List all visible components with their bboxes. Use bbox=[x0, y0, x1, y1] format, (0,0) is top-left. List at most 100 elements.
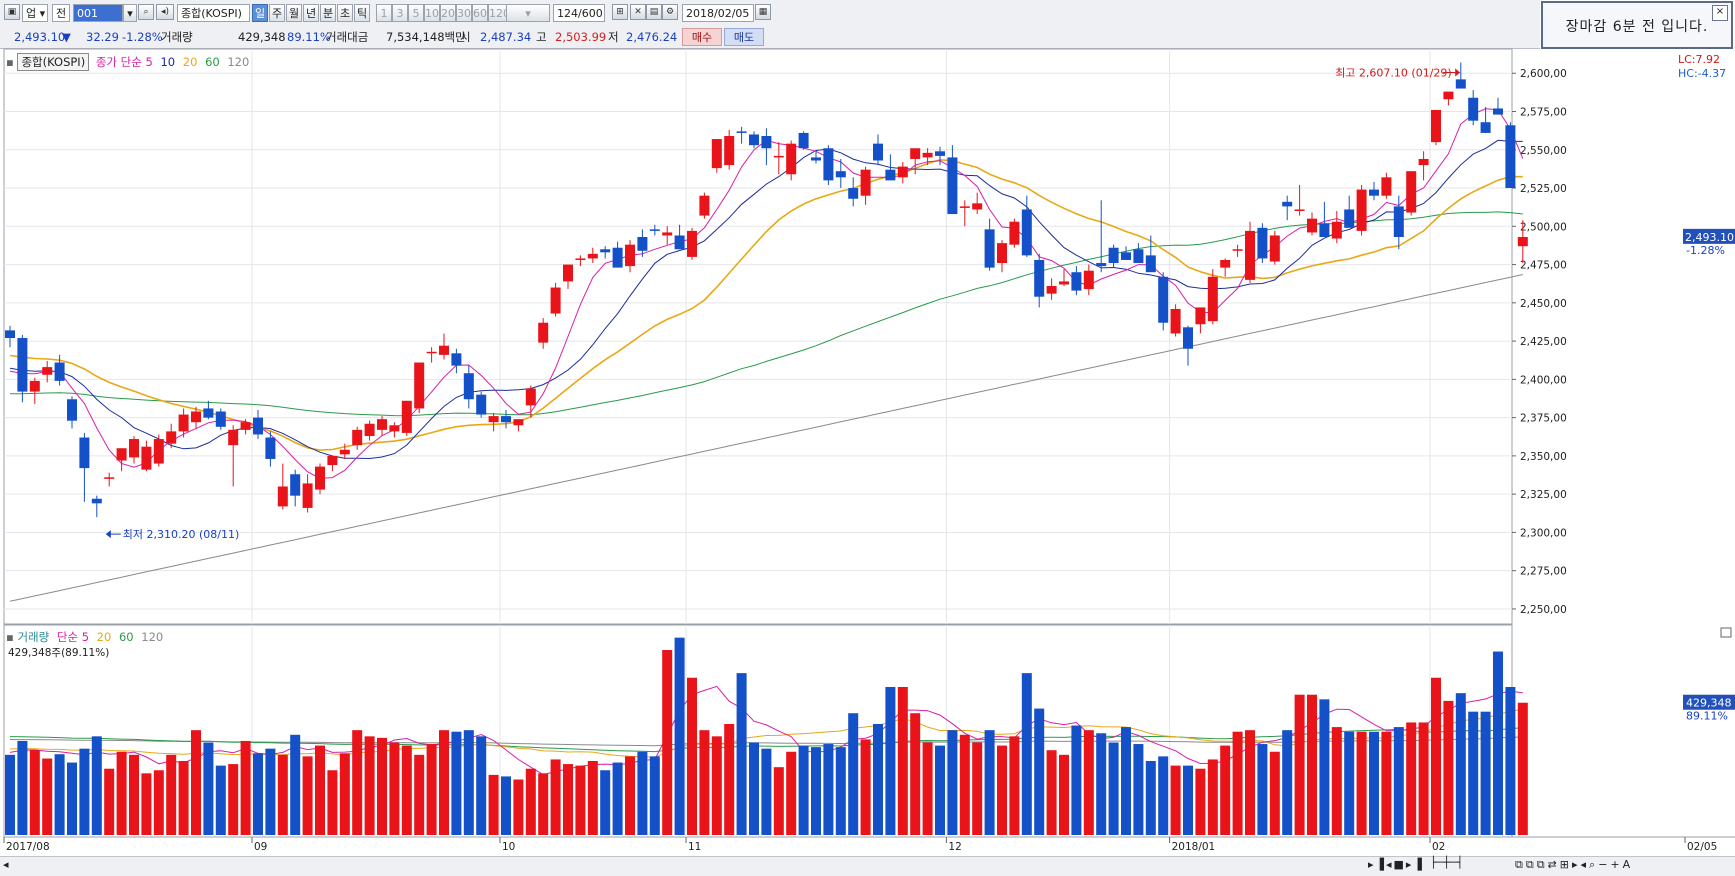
search-icon[interactable]: ⌕ bbox=[138, 4, 154, 20]
period-tab-6[interactable]: 틱 bbox=[354, 4, 370, 22]
gear-icon[interactable]: ⚙ bbox=[662, 4, 678, 20]
price-tick-label: 2,400,00 bbox=[1520, 374, 1567, 386]
minute-tab-3[interactable]: 3 bbox=[392, 4, 408, 22]
minute-tab-1[interactable]: 1 bbox=[376, 4, 392, 22]
price-tick-label: 2,575,00 bbox=[1520, 107, 1567, 119]
prev-button[interactable]: 전 bbox=[52, 4, 70, 22]
unit-select[interactable]: ▾ bbox=[506, 4, 550, 22]
candle-body bbox=[54, 362, 65, 381]
chart-type-icon[interactable]: ▣ bbox=[4, 4, 20, 20]
candle-body bbox=[972, 203, 983, 210]
speaker-icon[interactable]: ◂) bbox=[156, 4, 174, 20]
minute-tab-20[interactable]: 20 bbox=[440, 4, 456, 22]
candle-body bbox=[674, 235, 685, 250]
lc-label: LC:7.92 bbox=[1678, 53, 1720, 66]
candle-body bbox=[1195, 307, 1206, 325]
calendar-icon[interactable]: ▦ bbox=[755, 4, 771, 20]
period-tab-0[interactable]: 일 bbox=[252, 4, 268, 22]
volume-bar bbox=[1493, 651, 1503, 835]
market-select[interactable]: 업 ▾ bbox=[22, 4, 48, 22]
volume-bar bbox=[947, 730, 958, 835]
close-icon[interactable]: × bbox=[1712, 5, 1728, 21]
volume-bar bbox=[1369, 731, 1379, 835]
legend-ma5: 5 bbox=[145, 55, 153, 69]
market-close-notice: 장마감 6분 전 입니다. × bbox=[1541, 1, 1733, 49]
minute-tab-30[interactable]: 30 bbox=[456, 4, 472, 22]
volume-bar bbox=[823, 744, 834, 835]
volume-bar bbox=[1232, 731, 1243, 835]
zoom-slider-icon[interactable]: ├─┼─┤ bbox=[1430, 856, 1464, 869]
save-icon[interactable]: ▤ bbox=[646, 4, 662, 20]
indicator-icon[interactable]: ⊞ bbox=[612, 4, 628, 20]
candle-body bbox=[959, 206, 970, 208]
candle-body bbox=[563, 264, 573, 282]
minute-tab-120[interactable]: 120 bbox=[488, 4, 508, 22]
volume-bar bbox=[5, 754, 15, 835]
x-tick-label: 11 bbox=[688, 841, 701, 853]
volume-bar bbox=[1245, 730, 1255, 835]
vlegend-ma60: 60 bbox=[118, 630, 134, 644]
period-tab-4[interactable]: 분 bbox=[320, 4, 336, 22]
buy-button[interactable]: 매수 bbox=[682, 28, 722, 46]
pct-tag: -1.28% bbox=[1686, 244, 1725, 257]
candle-body bbox=[1406, 171, 1417, 213]
vlegend-ma20: 20 bbox=[96, 630, 112, 644]
view-tools-icon[interactable]: ⧉⧉⧉⇄⊞▸◂⌕−+A bbox=[1515, 858, 1634, 871]
candle-body bbox=[513, 419, 524, 426]
period-tab-5[interactable]: 초 bbox=[337, 4, 353, 22]
open-label: 시 bbox=[460, 30, 471, 44]
x-tick-label: 2018/01 bbox=[1172, 841, 1216, 853]
candle-body bbox=[860, 169, 871, 196]
count-value: 124/600 bbox=[557, 7, 603, 20]
period-tab-3[interactable]: 년 bbox=[303, 4, 319, 22]
volume-bar bbox=[897, 687, 908, 835]
count-field[interactable]: 124/600 bbox=[553, 4, 605, 22]
volume-bar bbox=[1133, 744, 1144, 835]
scroll-left-icon[interactable]: ◂ bbox=[3, 858, 9, 871]
volume-bar bbox=[1393, 727, 1404, 835]
candle-body bbox=[501, 416, 511, 423]
x-tick-label: 2017/08 bbox=[6, 841, 50, 853]
minute-tab-60[interactable]: 60 bbox=[472, 4, 488, 22]
sell-button[interactable]: 매도 bbox=[724, 28, 764, 46]
candle-body bbox=[724, 135, 735, 166]
volume-bar bbox=[389, 742, 400, 835]
candle-body bbox=[823, 148, 834, 181]
minute-tab-10[interactable]: 10 bbox=[424, 4, 440, 22]
minute-tab-5[interactable]: 5 bbox=[408, 4, 424, 22]
playback-controls-icon[interactable]: ▸▐◂■▸▐ bbox=[1368, 858, 1424, 871]
index-name-box[interactable]: 종합(KOSPI) bbox=[17, 53, 90, 71]
low-label: 저 bbox=[608, 30, 619, 44]
volume-bar bbox=[414, 754, 425, 835]
candle-body bbox=[277, 486, 288, 507]
volume-pct: 89.11% bbox=[287, 30, 331, 44]
open-value: 2,487.34 bbox=[480, 30, 532, 44]
candle-body bbox=[290, 474, 301, 496]
candle-body bbox=[129, 439, 139, 458]
price-tag-bg bbox=[1683, 228, 1735, 244]
vlegend-ma5: 5 bbox=[81, 630, 90, 644]
volume-bar bbox=[116, 751, 127, 835]
candle-body bbox=[525, 388, 536, 406]
volume-bar bbox=[1381, 731, 1392, 835]
candle-body bbox=[1059, 281, 1069, 285]
crosshair-icon[interactable]: ✕ bbox=[630, 4, 646, 20]
period-tab-1[interactable]: 주 bbox=[269, 4, 285, 22]
current-price: 2,493.10 bbox=[14, 30, 66, 44]
volume-bar bbox=[873, 724, 883, 835]
volume-bar bbox=[1406, 722, 1417, 835]
date-field[interactable]: 2018/02/05 bbox=[682, 4, 754, 22]
volume-bar bbox=[1195, 768, 1206, 835]
candle-body bbox=[166, 431, 177, 444]
volume-bar bbox=[538, 773, 549, 835]
price-tick-label: 2,525,00 bbox=[1520, 183, 1567, 195]
volume-bar bbox=[42, 758, 53, 835]
vlegend-ma120: 120 bbox=[141, 630, 164, 644]
code-input[interactable]: 001 bbox=[73, 4, 123, 22]
candle-body bbox=[426, 351, 437, 354]
x-tick-label: 02 bbox=[1432, 841, 1445, 853]
period-tab-2[interactable]: 월 bbox=[286, 4, 302, 22]
high-arrowhead-icon bbox=[1455, 68, 1461, 77]
code-dropdown-icon[interactable]: ▾ bbox=[123, 4, 137, 22]
candle-body bbox=[1034, 259, 1045, 297]
